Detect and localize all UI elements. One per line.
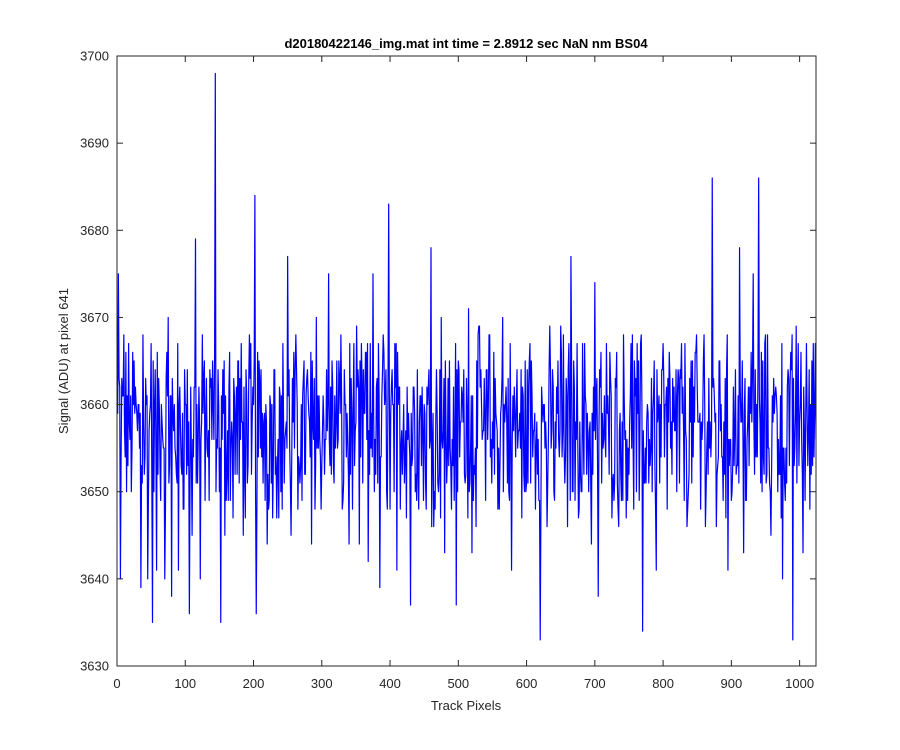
y-tick-label: 3640 [80, 571, 109, 586]
x-tick-label: 700 [584, 676, 606, 691]
axis-ticks: 0 100 200 300 400 500 600 700 800 900 1000 3630 3640… [80, 49, 816, 691]
x-tick-label: 600 [516, 676, 538, 691]
y-axis-label: Signal (ADU) at pixel 641 [56, 288, 71, 434]
axes-box [116, 55, 817, 667]
y-tick-label: 3660 [80, 397, 109, 412]
y-tick-label: 3700 [80, 49, 109, 64]
x-tick-label: 900 [721, 676, 743, 691]
x-tick-label: 300 [311, 676, 333, 691]
y-tick-label: 3630 [80, 659, 109, 674]
x-tick-label: 0 [113, 676, 120, 691]
x-tick-label: 500 [447, 676, 469, 691]
x-tick-label: 100 [174, 676, 196, 691]
x-tick-label: 1000 [785, 676, 814, 691]
y-tick-label: 3680 [80, 223, 109, 238]
x-tick-label: 800 [652, 676, 674, 691]
y-tick-label: 3670 [80, 310, 109, 325]
y-tick-label: 3650 [80, 484, 109, 499]
chart-title: d20180422146_img.mat int time = 2.8912 s… [284, 36, 648, 51]
series-line [117, 72, 816, 641]
y-tick-label: 3690 [80, 136, 109, 151]
x-axis-label: Track Pixels [431, 698, 502, 713]
plot-area [117, 72, 816, 641]
x-tick-label: 200 [243, 676, 265, 691]
x-tick-label: 400 [379, 676, 401, 691]
